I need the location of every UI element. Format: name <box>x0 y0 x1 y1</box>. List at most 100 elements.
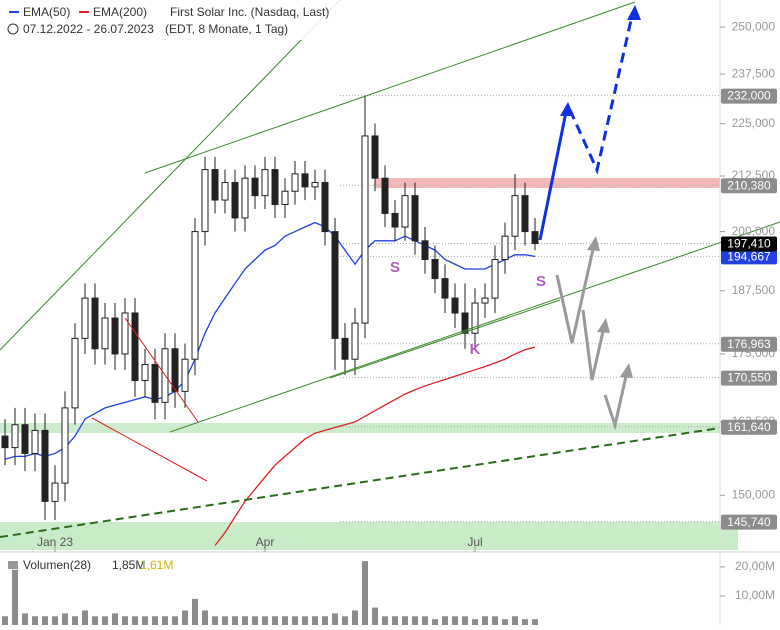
volume-bar <box>402 616 408 625</box>
candle-body <box>91 297 99 350</box>
volume-bar <box>92 616 98 625</box>
scenario-arrow <box>555 244 596 344</box>
candle-body <box>341 337 349 360</box>
candle-body <box>531 231 539 245</box>
candle-body <box>41 429 49 502</box>
candle-body <box>501 235 509 261</box>
volume-bar <box>82 610 88 625</box>
clock-icon <box>7 23 19 35</box>
volume-bar <box>342 616 348 625</box>
candle-body <box>201 169 209 233</box>
volume-bar <box>22 613 28 625</box>
level-label: 197,410 <box>727 237 771 251</box>
candle-body <box>511 195 519 237</box>
volume-bar <box>492 616 498 625</box>
volume-bar <box>272 616 278 625</box>
y-tick-label: 10,00M <box>735 588 775 602</box>
support-zone <box>0 423 720 433</box>
volume-legend: Volumen(28) <box>23 558 91 572</box>
candle-body <box>461 312 469 334</box>
x-tick-label: Jan 23 <box>37 535 73 549</box>
ema-line <box>4 221 536 460</box>
volume-legend-value: 1,85M <box>112 558 145 572</box>
volume-bar <box>472 619 478 625</box>
date-range: 07.12.2022 - 26.07.2023 <box>23 22 154 36</box>
candle-body <box>321 182 329 233</box>
volume-icon <box>8 561 18 569</box>
trendline <box>169 221 780 433</box>
candle-body <box>131 312 139 382</box>
volume-bar <box>522 619 528 625</box>
candle-body <box>261 169 269 197</box>
annotation: K <box>470 341 481 358</box>
candle-body <box>51 482 59 502</box>
candle-body <box>241 177 249 219</box>
volume-bar <box>182 610 188 625</box>
volume-bar <box>502 619 508 625</box>
y-tick-label: 250,000 <box>732 19 776 33</box>
candle-body <box>421 240 429 261</box>
level-label-box <box>721 419 777 435</box>
trendline <box>0 427 721 538</box>
resistance-zone <box>375 178 720 188</box>
candle-body <box>101 317 109 350</box>
candle-body <box>431 259 439 280</box>
level-label-box <box>721 236 777 252</box>
candle-body <box>191 231 199 360</box>
volume-bar <box>532 619 538 625</box>
volume-bar <box>2 616 8 625</box>
arrow-head <box>627 5 641 20</box>
candle-body <box>281 190 289 206</box>
header-bg <box>0 0 340 40</box>
level-label: 161,640 <box>727 420 771 434</box>
volume-bar <box>392 616 398 625</box>
candle-body <box>21 424 29 454</box>
candle-body <box>381 177 389 214</box>
candle-body <box>221 182 229 201</box>
candle-body <box>181 358 189 392</box>
volume-bar <box>322 616 328 625</box>
candle-body <box>81 297 89 339</box>
level-label-box <box>721 88 777 104</box>
candle-body <box>451 297 459 314</box>
volume-bar <box>362 561 368 625</box>
level-label: 232,000 <box>727 89 771 103</box>
candle-body <box>311 182 319 188</box>
volume-bar <box>142 616 148 625</box>
volume-bar <box>122 616 128 625</box>
chart-title: First Solar Inc. (Nasdaq, Last) <box>170 5 329 19</box>
trendline <box>91 417 208 482</box>
forecast-arrow <box>568 15 634 175</box>
candle-body <box>171 348 179 392</box>
volume-bar <box>62 613 68 625</box>
level-label-box <box>721 514 777 530</box>
candle-body <box>331 231 339 339</box>
volume-bar <box>282 616 288 625</box>
annotation: S <box>536 273 546 290</box>
candle-body <box>151 364 159 403</box>
scenario-arrow <box>581 309 606 381</box>
candle-body <box>141 364 149 382</box>
volume-bar <box>212 616 218 625</box>
candle-body <box>521 195 529 233</box>
trendline <box>144 1 636 174</box>
volume-bar <box>422 616 428 625</box>
candle-body <box>481 297 489 304</box>
x-tick-label: Jul <box>467 535 482 549</box>
candle-body <box>111 317 119 355</box>
volume-bar <box>32 616 38 625</box>
level-label: 194,667 <box>727 250 771 264</box>
candle-body <box>231 182 239 219</box>
candle-body <box>441 278 449 299</box>
annotation: S <box>390 259 400 276</box>
chart-note: (EDT, 8 Monate, 1 Tag) <box>165 22 288 36</box>
candle-body <box>61 407 69 484</box>
arrow-head <box>587 236 600 251</box>
level-label: 176,963 <box>727 337 771 351</box>
candle-body <box>351 322 359 360</box>
volume-bar <box>162 616 168 625</box>
level-label-box <box>721 249 777 265</box>
volume-bar <box>312 616 318 625</box>
candle-body <box>361 135 369 324</box>
level-label: 170,550 <box>727 371 771 385</box>
